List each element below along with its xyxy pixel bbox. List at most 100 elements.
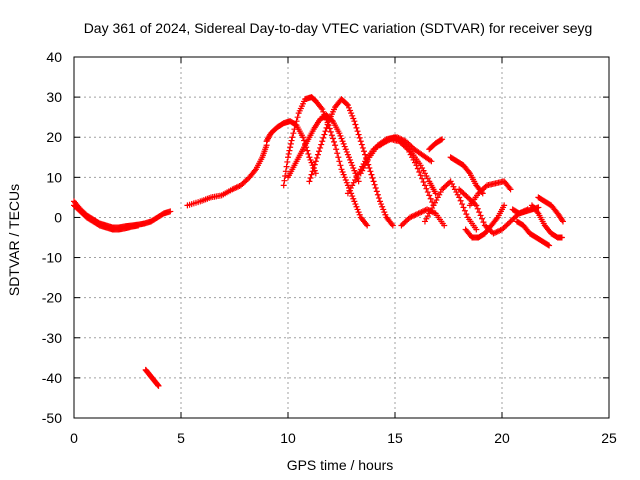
data-point bbox=[310, 164, 317, 171]
data-point bbox=[304, 147, 311, 154]
data-point bbox=[338, 166, 345, 173]
x-tick-label: 5 bbox=[177, 430, 185, 446]
data-point bbox=[321, 131, 328, 138]
data-point bbox=[374, 191, 381, 198]
data-point bbox=[473, 202, 480, 209]
data-point bbox=[465, 168, 472, 175]
data-point bbox=[460, 204, 467, 211]
data-point bbox=[416, 168, 423, 175]
data-point bbox=[307, 175, 314, 182]
data-point bbox=[291, 126, 298, 133]
data-point bbox=[335, 154, 342, 161]
data-point bbox=[167, 208, 174, 215]
data-point bbox=[331, 138, 338, 145]
x-tick-label: 10 bbox=[280, 430, 296, 446]
data-point bbox=[479, 215, 486, 222]
y-tick-label: -20 bbox=[42, 290, 62, 306]
data-point bbox=[439, 136, 446, 143]
data-point bbox=[379, 203, 386, 210]
data-point bbox=[343, 179, 350, 186]
series-s9 bbox=[344, 136, 437, 209]
data-point bbox=[282, 172, 289, 179]
y-tick-label: 0 bbox=[54, 209, 62, 225]
data-point bbox=[438, 136, 445, 143]
series-s18 bbox=[462, 202, 508, 241]
data-point bbox=[311, 161, 318, 168]
data-point bbox=[477, 212, 484, 219]
data-point bbox=[342, 177, 349, 184]
data-point bbox=[320, 108, 327, 115]
data-point bbox=[318, 104, 325, 111]
data-point bbox=[461, 207, 468, 214]
data-point bbox=[367, 168, 374, 175]
data-point bbox=[336, 158, 343, 165]
data-point bbox=[360, 148, 367, 155]
data-point bbox=[353, 203, 360, 210]
data-points bbox=[71, 94, 566, 389]
data-point bbox=[314, 151, 321, 158]
data-point bbox=[342, 146, 349, 153]
data-point bbox=[354, 206, 361, 213]
data-point bbox=[366, 164, 373, 171]
data-point bbox=[318, 141, 325, 148]
data-point bbox=[480, 219, 487, 226]
series-s17 bbox=[466, 178, 514, 209]
data-point bbox=[378, 201, 385, 208]
data-point bbox=[424, 189, 431, 196]
data-point bbox=[312, 158, 319, 165]
data-point bbox=[474, 205, 481, 212]
data-point bbox=[305, 150, 312, 157]
data-point bbox=[340, 171, 347, 178]
data-point bbox=[349, 193, 356, 200]
data-point bbox=[357, 138, 364, 145]
data-point bbox=[326, 125, 333, 132]
data-point bbox=[334, 150, 341, 157]
data-point bbox=[426, 192, 433, 199]
data-point bbox=[336, 130, 343, 137]
series-s22 bbox=[535, 194, 566, 225]
data-point bbox=[307, 156, 314, 163]
data-point bbox=[364, 222, 371, 229]
data-point bbox=[349, 112, 356, 119]
data-point bbox=[340, 140, 347, 147]
data-point bbox=[290, 130, 297, 137]
data-point bbox=[341, 174, 348, 181]
data-point bbox=[417, 172, 424, 179]
series-s19 bbox=[509, 204, 542, 217]
data-point bbox=[343, 148, 350, 155]
series-s13 bbox=[426, 136, 446, 153]
data-point bbox=[457, 197, 464, 204]
data-point bbox=[339, 138, 346, 145]
data-point bbox=[344, 151, 351, 158]
x-axis-label: GPS time / hours bbox=[287, 457, 394, 473]
data-point bbox=[351, 118, 358, 125]
data-point bbox=[427, 195, 434, 202]
data-point bbox=[285, 154, 291, 161]
data-point bbox=[322, 128, 329, 135]
data-point bbox=[343, 101, 350, 108]
data-point bbox=[432, 190, 439, 197]
series-s11 bbox=[377, 134, 435, 165]
data-point bbox=[293, 118, 300, 125]
grid-lines bbox=[74, 57, 609, 418]
data-point bbox=[316, 148, 323, 155]
data-point bbox=[351, 167, 358, 174]
data-point bbox=[456, 194, 463, 201]
data-point bbox=[352, 201, 359, 208]
data-point bbox=[308, 159, 315, 166]
data-point bbox=[309, 168, 316, 175]
data-point bbox=[441, 222, 448, 229]
data-point bbox=[546, 242, 553, 249]
axis-ticks bbox=[73, 56, 610, 419]
series-s4 bbox=[184, 142, 270, 209]
data-point bbox=[333, 146, 340, 153]
data-point bbox=[389, 222, 396, 229]
data-point bbox=[356, 211, 363, 218]
data-point bbox=[306, 178, 313, 185]
data-point bbox=[370, 178, 377, 185]
data-point bbox=[328, 117, 335, 124]
data-point bbox=[294, 114, 301, 121]
data-point bbox=[329, 135, 336, 142]
data-point bbox=[332, 142, 339, 149]
data-point bbox=[493, 215, 500, 222]
